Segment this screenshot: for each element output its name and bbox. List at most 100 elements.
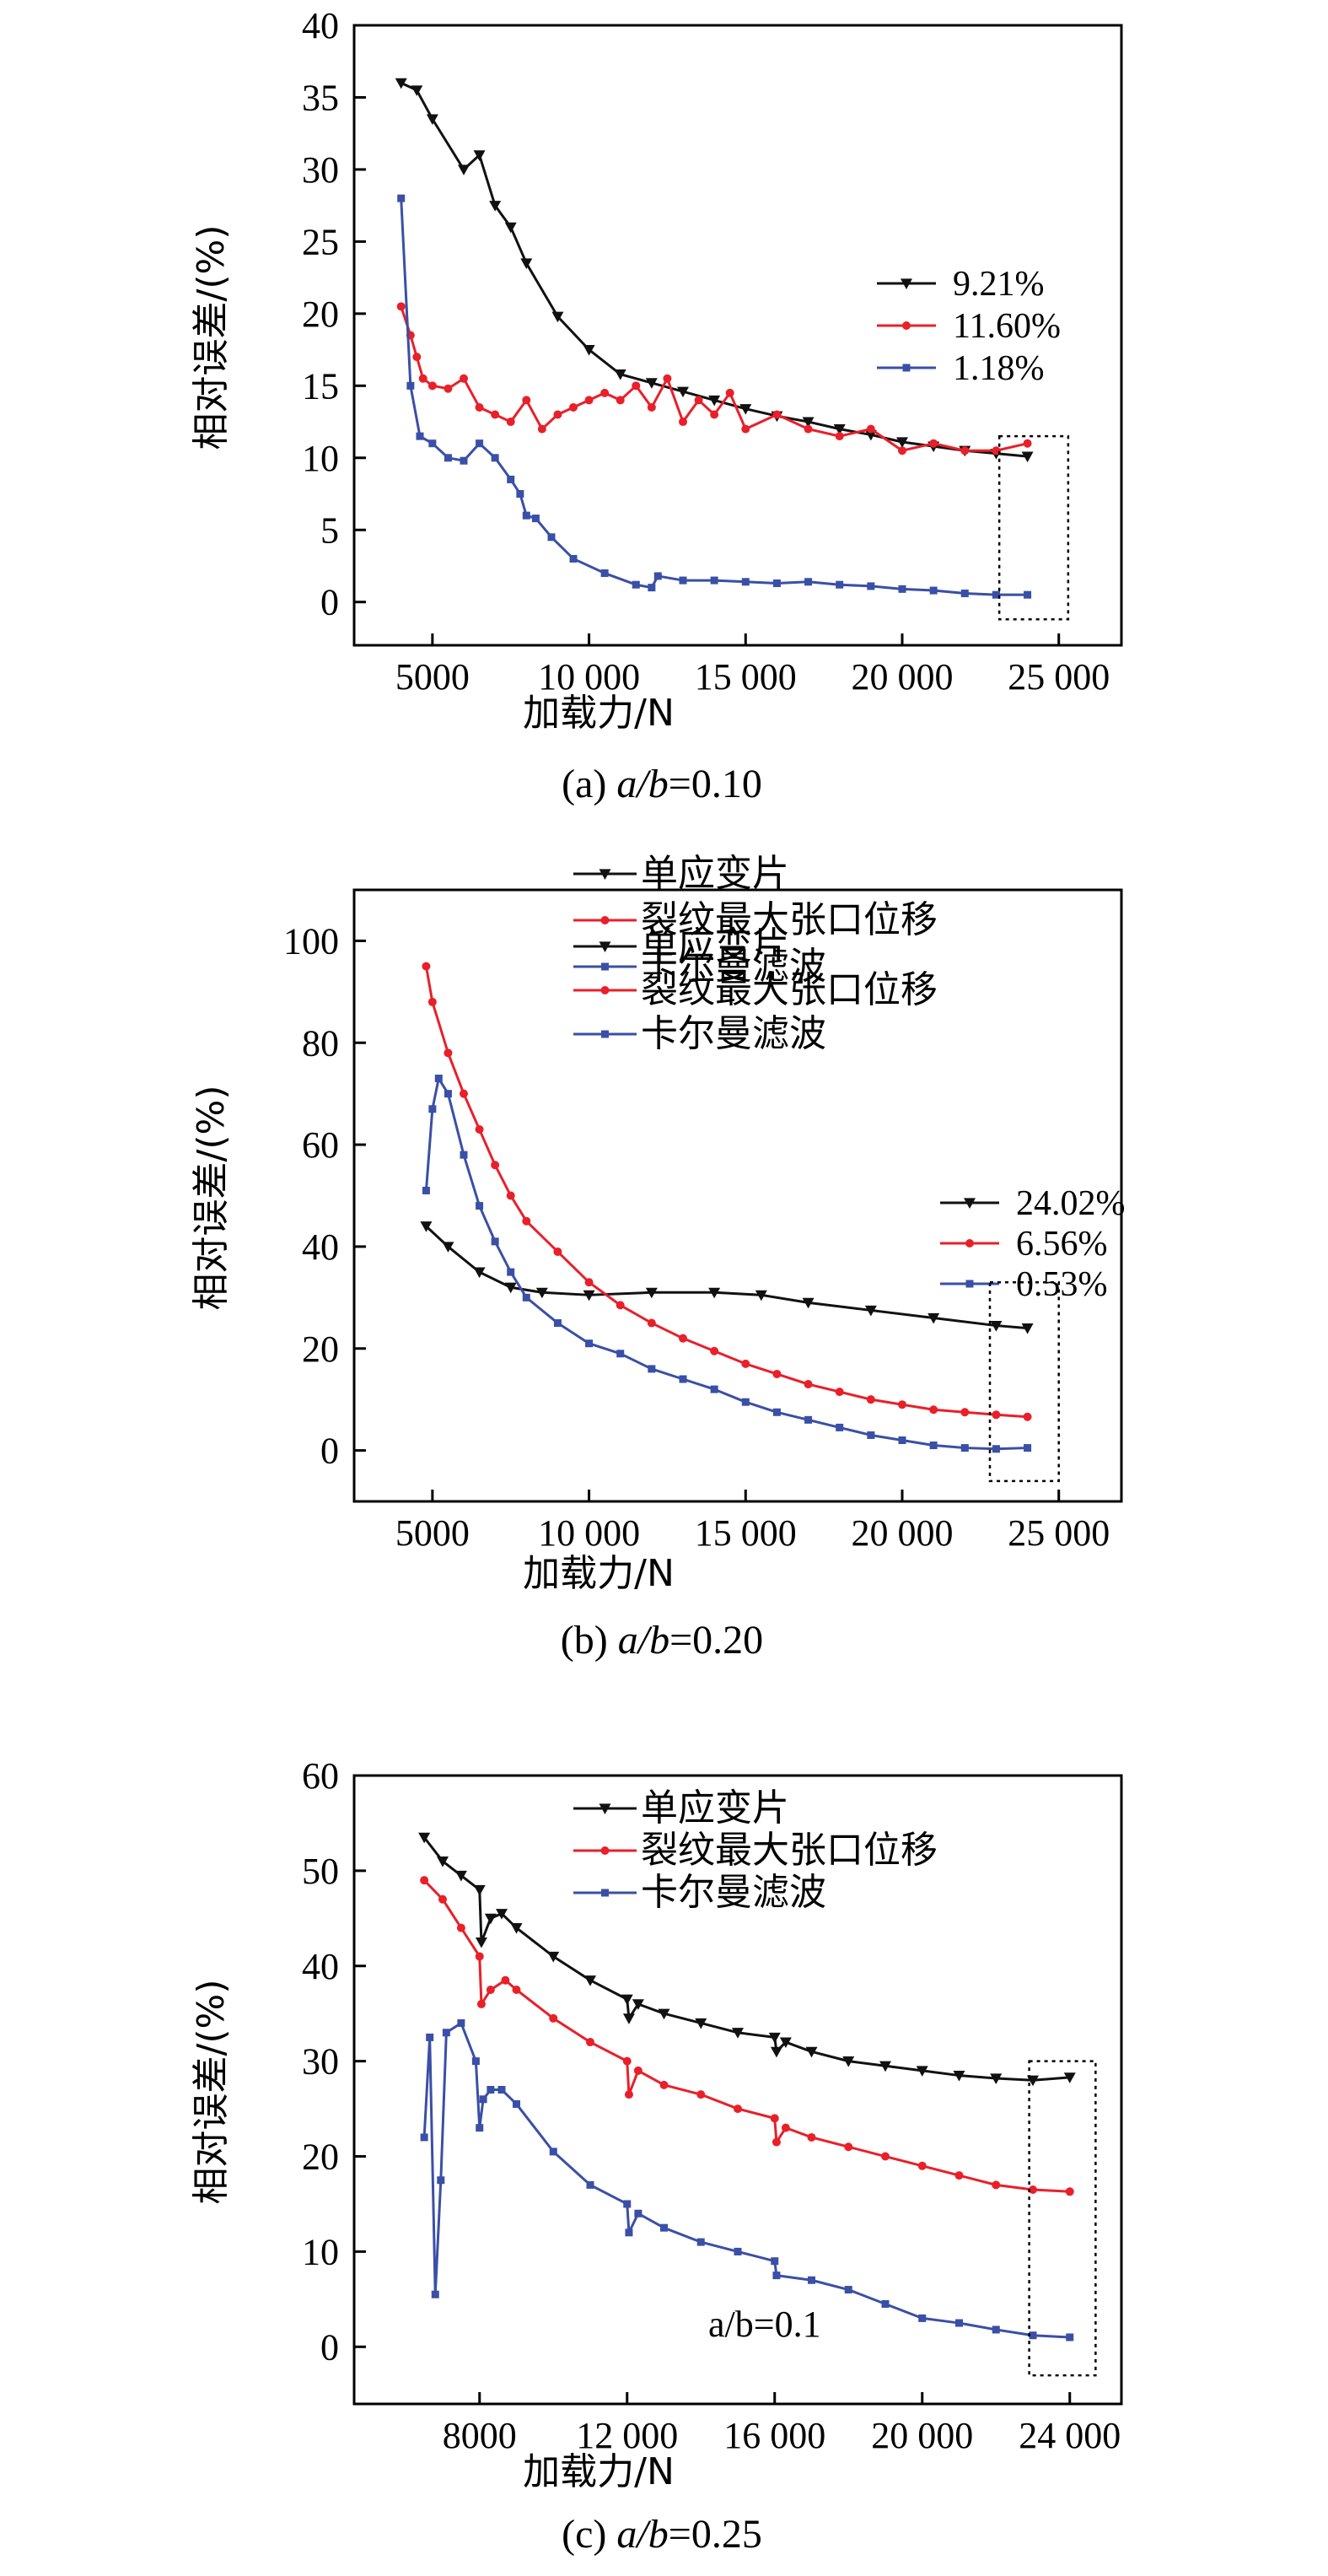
series-point-2: [955, 2319, 963, 2327]
series-point-1: [622, 2056, 632, 2066]
series-point-1: [549, 2013, 558, 2023]
series-point-2: [772, 579, 781, 587]
series-line-0: [425, 1225, 1028, 1330]
annotation-marker-1: [965, 1239, 974, 1248]
series-point-0: [739, 404, 752, 415]
series-point-2: [420, 2133, 428, 2142]
series-point-1: [917, 2161, 927, 2170]
series-point-0: [622, 2013, 635, 2024]
legend-entry-0: 单应变片: [641, 924, 789, 967]
series-point-1: [1029, 2185, 1037, 2195]
series-point-1: [444, 384, 453, 393]
series-point-1: [418, 374, 427, 383]
series-point-1: [632, 381, 641, 391]
annotation-value-2: 1.18%: [953, 349, 1045, 388]
y-tick-label: 40: [302, 1226, 339, 1268]
series-point-1: [663, 374, 672, 383]
y-tick-label: 0: [320, 582, 339, 623]
series-point-1: [960, 1408, 970, 1417]
series-point-1: [866, 424, 875, 434]
series-point-1: [741, 1359, 750, 1368]
series-point-0: [420, 1221, 433, 1232]
chart-panel-1: 5000 10 000 15 000 20 000 25 000 0 20 40 60 80 100…: [190, 888, 1126, 1663]
annotation-marker-2: [902, 364, 911, 372]
legend-marker-2: [601, 962, 609, 971]
chart-panel-2: 8000 12 000 16 000 20 000 24 000 0 10 20 30 40 50 6…: [190, 1755, 1123, 2557]
series-point-2: [844, 2286, 852, 2294]
series-point-2: [1066, 2333, 1074, 2342]
series-point-2: [867, 1431, 875, 1439]
series-point-1: [506, 418, 515, 427]
series-point-1: [844, 2142, 853, 2152]
series-point-2: [434, 1075, 443, 1083]
x-axis-label: 加载力/N: [523, 692, 675, 735]
series-point-0: [658, 2008, 670, 2020]
series-point-2: [406, 381, 415, 390]
series-point-2: [1024, 590, 1032, 599]
series-point-0: [879, 2061, 891, 2072]
series-point-2: [476, 1202, 484, 1210]
series-point-1: [537, 424, 546, 434]
series-point-0: [1021, 451, 1034, 463]
y-tick-label: 20: [302, 1328, 339, 1370]
y-axis-label: 相对误差/(%): [190, 225, 233, 450]
series-point-0: [418, 1832, 431, 1844]
series-point-2: [679, 1375, 687, 1383]
series-point-0: [802, 417, 815, 428]
series-point-0: [645, 378, 658, 389]
x-tick-label: 20 000: [852, 656, 954, 698]
y-tick-label: 50: [302, 1851, 339, 1892]
series-line-1: [423, 1879, 1070, 2193]
series-point-0: [990, 1320, 1003, 1332]
series-point-0: [426, 114, 438, 126]
x-tick-label: 12 000: [576, 2415, 678, 2456]
y-tick-label: 10: [302, 438, 339, 479]
series-point-2: [491, 454, 499, 462]
series-point-2: [476, 2124, 484, 2132]
legend-marker-1: [600, 986, 610, 994]
series-point-1: [486, 1985, 495, 1994]
series-point-0: [583, 344, 595, 356]
series-point-2: [1024, 1444, 1032, 1452]
series-point-1: [522, 396, 531, 405]
series-point-1: [475, 1952, 484, 1961]
panel-caption: (c) a/b=0.25: [562, 2512, 762, 2557]
series-point-0: [473, 1884, 486, 1896]
series-point-2: [696, 2238, 705, 2246]
series-point-0: [802, 1297, 815, 1309]
series-point-0: [708, 1287, 721, 1299]
series-point-2: [1029, 2331, 1037, 2340]
series-point-1: [553, 1247, 562, 1256]
series-point-2: [992, 590, 1000, 599]
series-point-1: [616, 1301, 625, 1310]
series-point-1: [420, 1876, 429, 1885]
series-point-0: [621, 1994, 633, 2006]
series-point-2: [771, 2257, 779, 2266]
series-point-0: [805, 2046, 818, 2058]
series-point-1: [501, 1975, 510, 1985]
series-point-2: [836, 1423, 844, 1431]
y-tick-label: 30: [302, 149, 339, 191]
series-point-1: [741, 424, 750, 434]
series-point-0: [583, 1290, 595, 1301]
y-tick-label: 20: [302, 2137, 339, 2178]
series-point-2: [772, 2272, 781, 2280]
legend-marker-2: [601, 1889, 609, 1897]
series-point-2: [428, 439, 437, 448]
annotation-value-0: 9.21%: [953, 265, 1045, 304]
y-tick-label: 0: [320, 2326, 339, 2368]
series-point-1: [427, 997, 437, 1006]
series-point-2: [442, 2029, 450, 2037]
series-point-2: [553, 1319, 562, 1328]
series-point-2: [497, 2086, 506, 2094]
legend-marker-1: [600, 916, 610, 924]
series-point-2: [397, 194, 406, 202]
series-point-2: [586, 2180, 594, 2189]
series-point-0: [458, 164, 470, 175]
series-point-1: [1023, 439, 1032, 448]
plot-frame: [352, 888, 1123, 1503]
series-point-2: [513, 2099, 520, 2108]
series-point-2: [507, 1268, 515, 1276]
series-point-1: [427, 381, 437, 391]
legend-marker-1: [600, 1846, 610, 1855]
